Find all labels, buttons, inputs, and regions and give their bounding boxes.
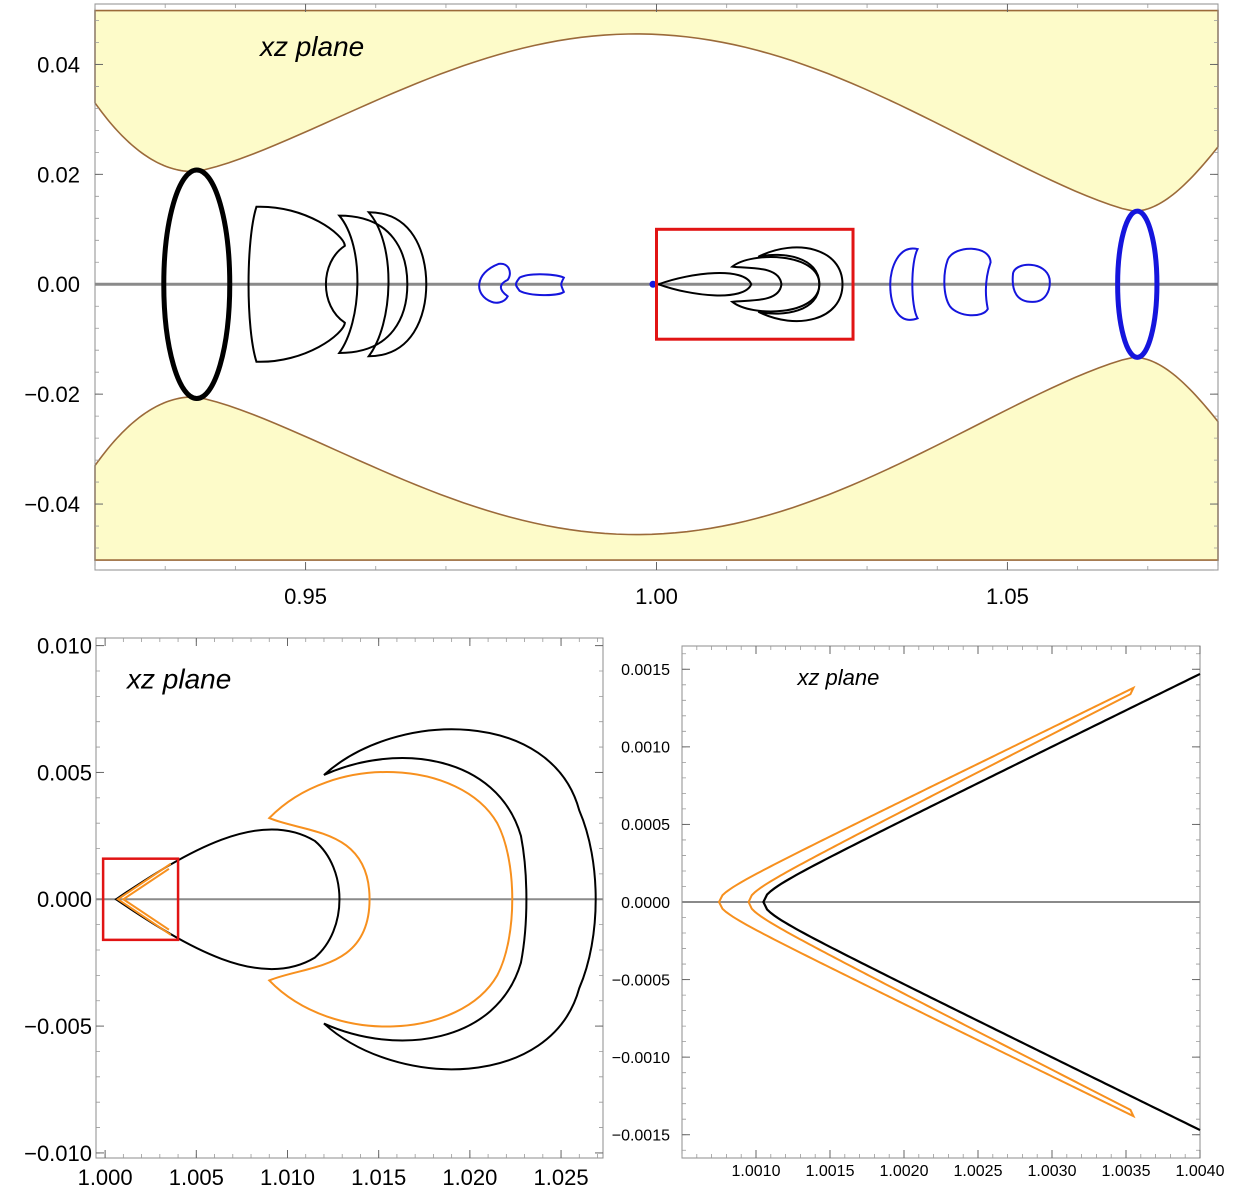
br-ytick-label: 0.0015 [621,662,670,679]
br-xtick-label: 1.0025 [954,1163,1003,1180]
bl-curve-black-teardrop [114,828,341,971]
br-ytick-label: −0.0015 [612,1127,670,1144]
orbit-black-horseshoe-inner [729,256,821,313]
br-xtick-label: 1.0010 [732,1163,781,1180]
orbit-black-horseshoe-outer [757,246,844,323]
bottom-right-panel: 1.0010 1.0015 1.0020 1.0025 1.0030 1.0035 1.00… [612,645,1225,1180]
br-xtick-label: 1.0020 [880,1163,929,1180]
bl-title: xz plane [125,664,231,695]
top-minor-ticks [94,4,1219,571]
br-ytick-label: 0.0010 [621,740,670,757]
orbit-blue-crescent-1 [478,262,511,304]
br-curve-orange-hairpin [717,685,1136,1119]
bl-curve-orange-horseshoe [267,771,514,1028]
br-title: xz plane [796,665,879,690]
br-xtick-label: 1.0040 [1176,1163,1225,1180]
br-ytick-label: −0.0010 [612,1050,670,1067]
forbidden-region-lower [94,356,1219,561]
top-zoom-box [655,227,855,341]
br-xtick-label: 1.0030 [1028,1163,1077,1180]
br-ytick-label: −0.0005 [612,972,670,989]
bl-xtick-label: 1.005 [169,1165,224,1190]
bl-ytick-label: −0.005 [24,1014,92,1039]
top-xtick-label: 0.95 [284,584,327,609]
bl-curve-orange-hairpin [116,862,172,936]
bl-xtick-label: 1.015 [351,1165,406,1190]
bl-ytick-label: 0.000 [37,887,92,912]
bl-ytick-label: 0.010 [37,634,92,659]
bl-xtick-label: 1.025 [534,1165,589,1190]
top-xtick-label: 1.05 [986,584,1029,609]
orbit-black-crescent-2a [337,214,409,354]
orbit-black-crescent-1 [247,205,346,363]
bl-zoom-box [101,857,180,942]
top-ytick-label: 0.02 [37,162,80,187]
br-curve-black-branch [762,672,1201,1132]
bl-xtick-label: 1.010 [260,1165,315,1190]
orbit-black-ellipse [161,167,233,402]
br-ytick-label: 0.0005 [621,817,670,834]
orbit-blue-point [649,280,657,288]
top-ytick-label: −0.04 [24,492,80,517]
bottom-left-panel: 1.000 1.005 1.010 1.015 1.020 1.025 0.010 0.005… [24,634,604,1190]
bl-xtick-label: 1.020 [442,1165,497,1190]
orbit-blue-loop-2 [943,247,992,317]
top-panel: 0.95 1.00 1.05 0.04 0.02 0.00 −0.02 −0.04 xz pla… [24,3,1219,609]
bl-xtick-label: 1.000 [78,1165,133,1190]
br-xtick-label: 1.0015 [806,1163,855,1180]
orbit-blue-ellipse [1115,208,1160,360]
bl-ytick-label: −0.010 [24,1141,92,1166]
bl-curve-black-horseshoe [323,728,597,1071]
forbidden-region-upper [94,9,1219,212]
br-ytick-label: 0.0000 [621,895,670,912]
top-ytick-label: 0.00 [37,272,80,297]
orbit-blue-crescent-2 [889,247,920,321]
orbit-blue-loop-1 [514,273,566,297]
top-title: xz plane [258,31,364,62]
orbit-black-teardrop [655,272,753,297]
top-ytick-label: −0.02 [24,382,80,407]
bl-frame [95,637,604,1159]
br-xtick-label: 1.0035 [1102,1163,1151,1180]
orbit-blue-loop-3 [1011,263,1051,303]
bl-ytick-label: 0.005 [37,760,92,785]
top-xtick-label: 1.00 [635,584,678,609]
orbit-black-crescent-2b [366,211,428,358]
top-ytick-label: 0.04 [37,52,80,77]
